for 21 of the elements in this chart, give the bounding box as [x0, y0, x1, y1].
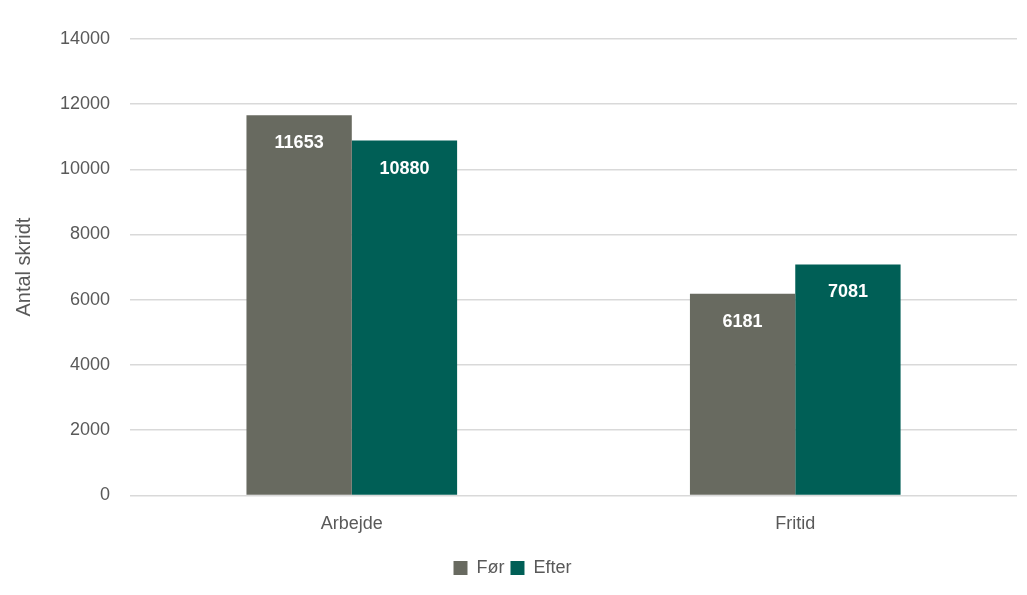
bar [351, 140, 458, 495]
y-tick-label: 10000 [59, 158, 111, 179]
legend-label: Før [476, 556, 505, 577]
legend-label: Efter [533, 556, 572, 577]
y-tick-label: 8000 [70, 223, 111, 244]
data-label: 11653 [274, 132, 324, 153]
bar [689, 293, 796, 495]
y-tick-label: 0 [100, 484, 111, 505]
bar [246, 115, 352, 495]
y-tick-label: 4000 [70, 353, 111, 374]
bar [795, 264, 901, 495]
data-label: 7081 [827, 281, 868, 302]
y-tick-label: 12000 [59, 93, 111, 113]
y-tick-label: 14000 [59, 27, 111, 48]
x-tick-label: Fritid [775, 513, 816, 534]
y-tick-label: 2000 [70, 419, 111, 440]
y-tick-label: 6000 [70, 288, 111, 309]
data-label: 6181 [722, 310, 763, 331]
data-label: 10880 [379, 157, 430, 178]
y-axis-title: Antal skridt [11, 217, 34, 317]
x-tick-label: Arbejde [320, 513, 383, 534]
